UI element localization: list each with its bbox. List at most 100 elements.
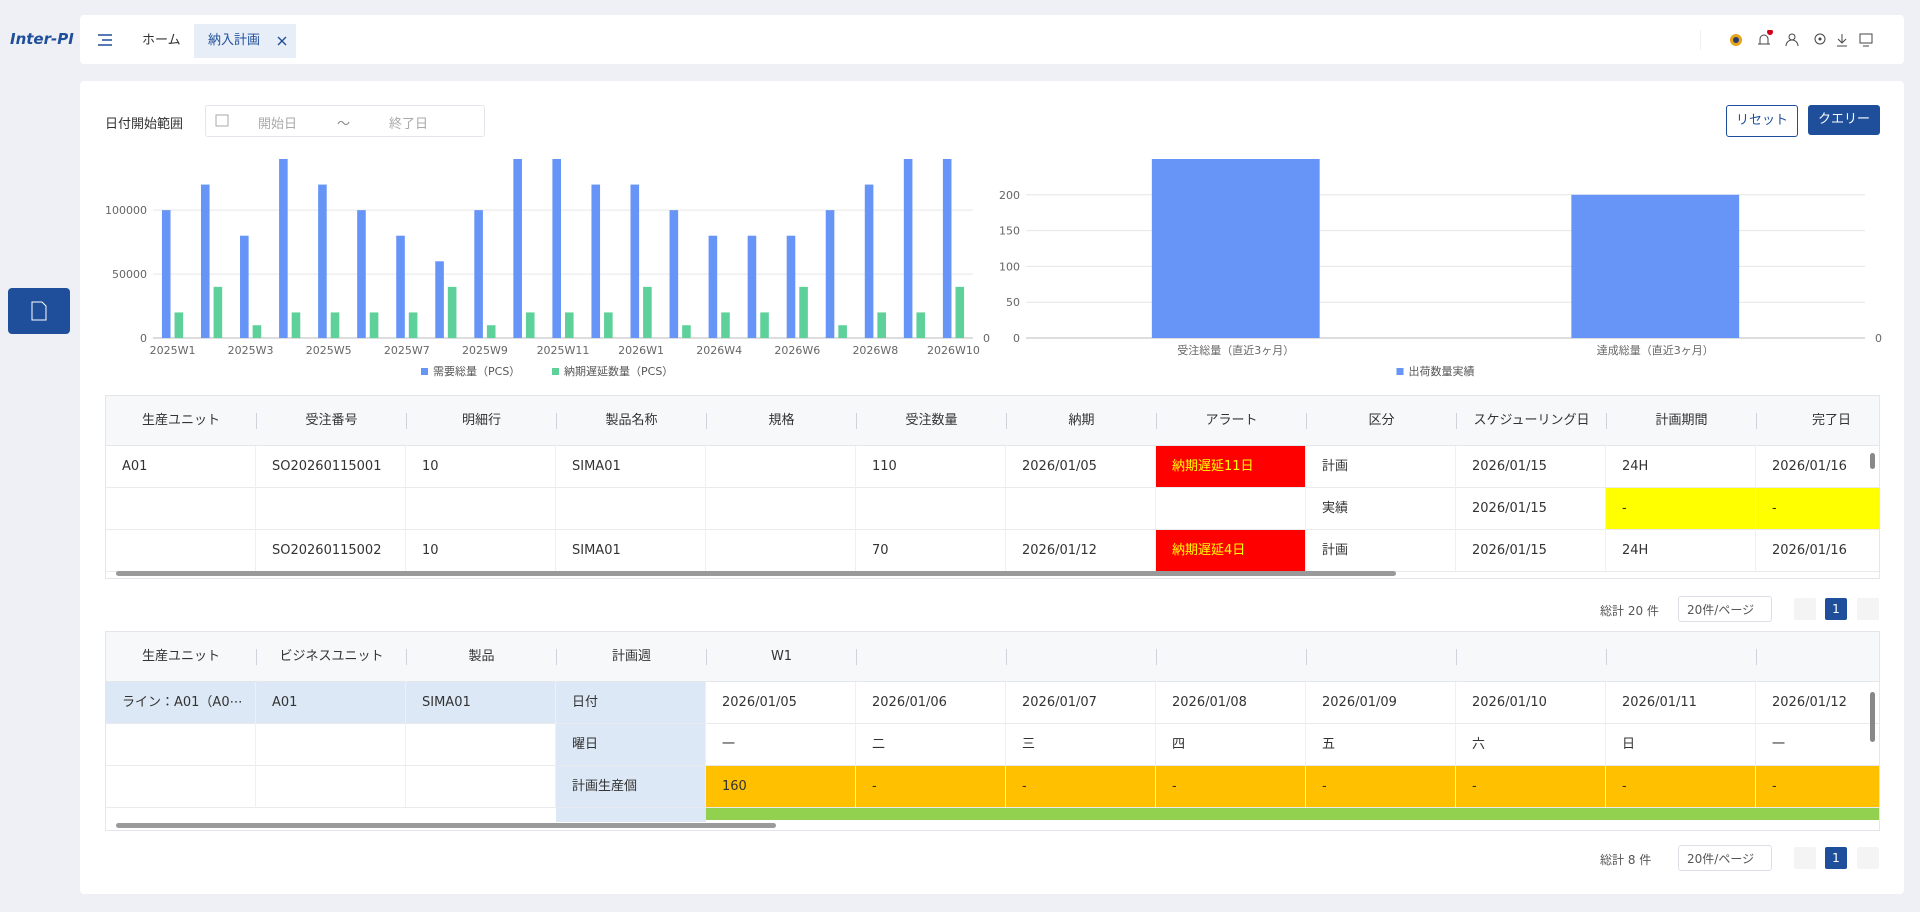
table-cell: 110 [856,446,1006,488]
table-cell: 2026/01/12 [1006,530,1156,572]
column-divider [1006,413,1007,429]
table-cell: SIMA01 [406,682,556,724]
table-cell: 10 [406,530,556,572]
table-cell [406,724,556,766]
header-cell [1456,632,1606,682]
header-cell: 区分 [1306,396,1456,446]
tab-home[interactable]: ホーム [142,33,181,48]
filter-label: 日付開始範囲 [105,117,184,132]
sidebar [0,80,76,500]
header-cell [1006,632,1156,682]
table-cell [706,488,856,530]
x-tick-label: 2025W5 [306,344,352,357]
bar [760,312,769,338]
table-cell: 納期遅延11日 [1156,446,1306,488]
sidebar-active[interactable] [8,288,70,334]
column-divider [856,413,857,429]
bar [513,159,522,338]
start-date[interactable]: 開始日 [258,117,298,132]
date-separator: ～ [337,117,351,132]
current-page[interactable]: 1 [1825,847,1847,869]
menu-icon[interactable] [96,32,114,48]
tab-active[interactable]: 納入計画 [194,24,297,58]
table-cell: - [1156,766,1306,808]
prev-page[interactable] [1794,598,1816,620]
column-divider [256,413,257,429]
header-cell: W1 [706,632,856,682]
table-cell: 納期遅延4日 [1156,530,1306,572]
bar [942,159,952,338]
header-cell: 製品 [406,632,556,682]
table-cell: 五 [1306,724,1456,766]
bar [279,159,288,338]
page-size-select[interactable]: 20件/ページ [1678,596,1772,622]
table-cell: - [1456,766,1606,808]
column-divider [1606,649,1607,665]
sidebar-icon[interactable] [26,405,50,429]
bar [552,159,561,338]
bar [435,261,444,338]
legend-swatch [552,368,559,375]
sidebar-icon[interactable] [26,500,50,524]
bar [1151,159,1320,338]
bar [955,286,965,338]
column-divider [1306,413,1307,429]
y-tick-label: 0 [140,332,147,345]
header-cell: 規格 [706,396,856,446]
legend-label: 納期遅延数量（PCS） [564,364,673,378]
bar [721,312,730,338]
date-range[interactable] [205,105,485,137]
current-page[interactable]: 1 [1825,598,1847,620]
table-cell: 24H [1606,530,1756,572]
y-tick-label: 150 [999,225,1020,238]
y-tick-label: 50000 [112,268,147,281]
y2-tick-label: 0 [1875,332,1882,345]
query-button[interactable]: クエリー [1808,105,1880,135]
bar [240,235,249,338]
tab-close[interactable] [277,36,287,46]
page-size-select[interactable]: 20件/ページ [1678,845,1772,871]
table-cell: 一 [1756,724,1879,766]
bar [447,286,457,338]
bar [604,312,613,338]
x-tick-label: 2026W6 [774,344,820,357]
bar [591,184,601,338]
sidebar-icon[interactable] [26,453,50,477]
table-cell [556,488,706,530]
table-cell: 計画 [1306,530,1456,572]
table-cell: 2026/01/16 [1756,530,1879,572]
bar [474,210,483,338]
bar [200,184,210,338]
table-cell [106,724,256,766]
table-cell: 2026/01/06 [856,682,1006,724]
column-divider [1306,649,1307,665]
table-cell: 2026/01/09 [1306,682,1456,724]
table-cell: SO20260115001 [256,446,406,488]
bar [877,312,886,338]
x-tick-label: 2026W4 [696,344,742,357]
scrollbar [116,571,1396,576]
table-cell: 2026/01/15 [1456,530,1606,572]
next-page[interactable] [1857,598,1879,620]
bar [630,184,640,338]
column-divider [406,413,407,429]
table-cell: 曜日 [556,724,706,766]
bar [408,312,418,338]
end-date[interactable]: 終了日 [389,117,429,132]
table-cell: 2026/01/16 [1756,446,1879,488]
bar [369,312,379,338]
next-page[interactable] [1857,847,1879,869]
table-cell [706,530,856,572]
bar [669,210,679,338]
prev-page[interactable] [1794,847,1816,869]
reset-button[interactable]: リセット [1726,105,1798,137]
column-divider [1456,413,1457,429]
y-tick-label: 200 [999,189,1020,202]
bar [357,210,366,338]
scrollbar [116,823,776,828]
top-bar [80,15,1904,64]
table-cell: 24H [1606,446,1756,488]
table-cell: 2026/01/05 [706,682,856,724]
table-cell: - [856,766,1006,808]
